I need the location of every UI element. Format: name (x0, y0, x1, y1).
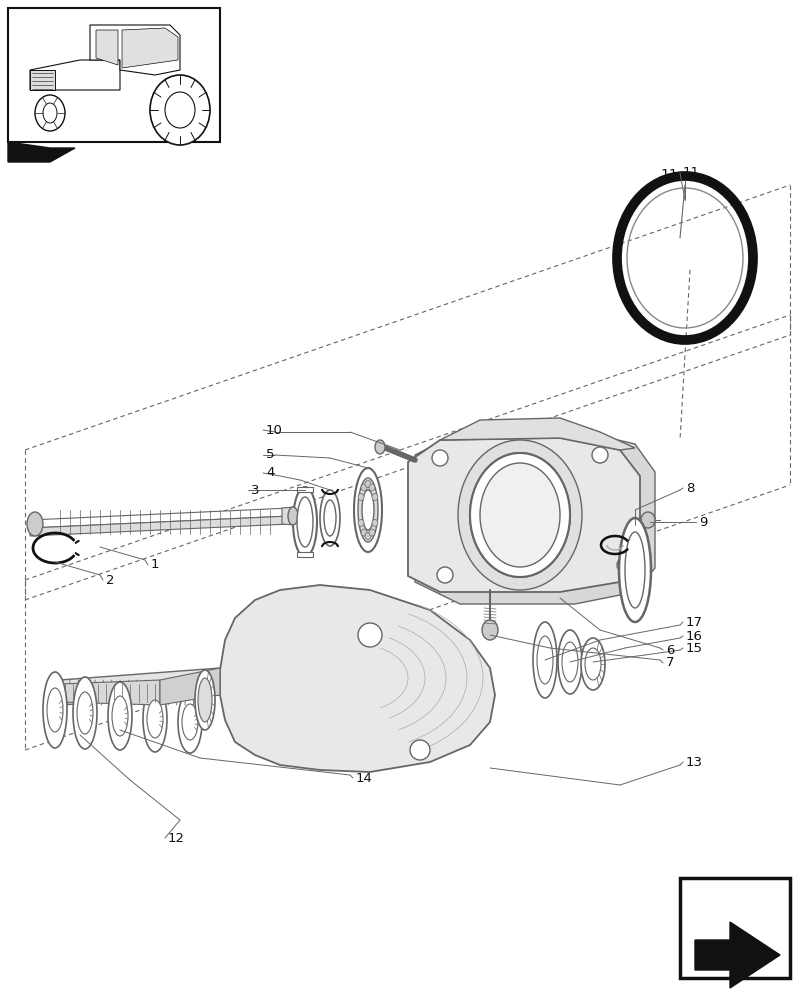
Ellipse shape (358, 493, 363, 500)
Text: 11: 11 (659, 168, 677, 182)
Ellipse shape (297, 497, 312, 547)
Text: 8: 8 (685, 482, 693, 494)
Ellipse shape (368, 529, 375, 536)
Polygon shape (30, 60, 120, 90)
Text: 17: 17 (685, 615, 702, 629)
Ellipse shape (320, 490, 340, 546)
Ellipse shape (618, 518, 650, 622)
Polygon shape (8, 142, 75, 162)
Ellipse shape (457, 440, 581, 590)
Ellipse shape (47, 688, 63, 732)
Ellipse shape (431, 450, 448, 466)
Text: 15: 15 (685, 642, 702, 654)
Polygon shape (30, 516, 290, 536)
Polygon shape (8, 8, 220, 142)
Polygon shape (281, 507, 294, 525)
Ellipse shape (470, 453, 569, 577)
Text: 4: 4 (266, 466, 274, 480)
Polygon shape (122, 28, 178, 68)
Ellipse shape (198, 678, 212, 722)
Polygon shape (679, 878, 789, 978)
Ellipse shape (112, 696, 128, 736)
Text: 12: 12 (168, 832, 185, 844)
Polygon shape (30, 508, 290, 528)
Ellipse shape (410, 740, 430, 760)
Polygon shape (160, 668, 220, 705)
Ellipse shape (492, 463, 577, 573)
Text: 10: 10 (266, 424, 282, 436)
Ellipse shape (43, 672, 67, 748)
Ellipse shape (354, 468, 381, 552)
Ellipse shape (532, 622, 556, 698)
Ellipse shape (288, 507, 298, 525)
Ellipse shape (365, 532, 371, 540)
Ellipse shape (108, 682, 132, 750)
Text: 13: 13 (685, 756, 702, 768)
Ellipse shape (591, 447, 607, 463)
Polygon shape (60, 668, 220, 705)
Ellipse shape (557, 630, 581, 694)
Text: 1: 1 (151, 558, 159, 572)
Ellipse shape (371, 520, 377, 526)
Ellipse shape (358, 478, 378, 542)
Polygon shape (90, 25, 180, 75)
Ellipse shape (73, 677, 97, 749)
Ellipse shape (77, 692, 93, 734)
Text: 6: 6 (665, 644, 674, 656)
Text: 3: 3 (251, 484, 260, 496)
Polygon shape (407, 438, 639, 592)
Text: 5: 5 (266, 448, 274, 462)
Polygon shape (440, 418, 634, 450)
Ellipse shape (470, 453, 569, 577)
Ellipse shape (624, 532, 644, 608)
Ellipse shape (536, 636, 552, 684)
Polygon shape (220, 585, 495, 772)
Ellipse shape (371, 493, 377, 500)
Ellipse shape (358, 520, 363, 526)
Ellipse shape (616, 557, 633, 573)
Ellipse shape (479, 448, 590, 588)
Ellipse shape (324, 500, 336, 536)
Ellipse shape (561, 642, 577, 682)
Ellipse shape (165, 92, 195, 128)
Ellipse shape (479, 463, 560, 567)
Ellipse shape (361, 484, 367, 491)
Ellipse shape (365, 481, 371, 488)
Ellipse shape (27, 512, 43, 536)
Text: 14: 14 (355, 772, 372, 784)
Polygon shape (694, 922, 779, 988)
Text: 11: 11 (682, 166, 699, 180)
Ellipse shape (195, 670, 215, 730)
Ellipse shape (361, 529, 367, 536)
Ellipse shape (43, 103, 57, 123)
Ellipse shape (584, 648, 600, 680)
Ellipse shape (293, 487, 316, 557)
Ellipse shape (482, 620, 497, 640)
Ellipse shape (178, 691, 202, 753)
Text: 9: 9 (698, 516, 706, 528)
Ellipse shape (368, 484, 375, 491)
Ellipse shape (640, 512, 654, 528)
Polygon shape (414, 430, 654, 604)
Ellipse shape (581, 638, 604, 690)
Text: 7: 7 (665, 656, 674, 670)
Polygon shape (297, 487, 312, 492)
Polygon shape (96, 30, 118, 65)
Polygon shape (30, 70, 55, 90)
Ellipse shape (436, 567, 453, 583)
Ellipse shape (362, 490, 374, 530)
Text: 2: 2 (106, 574, 114, 586)
Polygon shape (297, 552, 312, 557)
Ellipse shape (182, 704, 198, 740)
Ellipse shape (375, 440, 384, 454)
Text: 16: 16 (685, 630, 702, 643)
Ellipse shape (358, 623, 381, 647)
Ellipse shape (35, 95, 65, 131)
Ellipse shape (143, 686, 167, 752)
Polygon shape (60, 680, 160, 705)
Ellipse shape (150, 75, 210, 145)
Ellipse shape (147, 700, 163, 738)
